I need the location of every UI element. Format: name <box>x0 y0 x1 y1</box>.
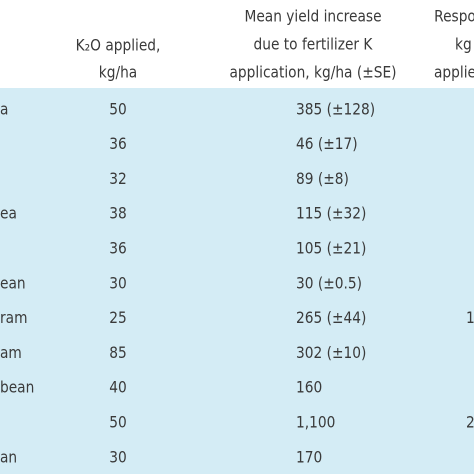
crop-cell: am <box>0 343 22 362</box>
header-text: Respo <box>434 6 474 25</box>
yield-cell: 115 (±32) <box>296 204 366 223</box>
crop-cell: ram <box>0 308 27 327</box>
header-text: application, kg/ha (±SE) <box>229 62 396 81</box>
yield-cell: 160 <box>296 378 322 397</box>
k2o-cell: 85 <box>109 343 126 362</box>
k2o-cell: 30 <box>109 273 126 292</box>
yield-cell: 170 <box>296 447 322 466</box>
header-background <box>0 0 474 88</box>
k2o-cell: 25 <box>109 308 126 327</box>
header-text: K₂O applied, <box>76 35 161 54</box>
yield-cell: 30 (±0.5) <box>296 273 362 292</box>
crop-cell: ea <box>0 204 17 223</box>
yield-cell: 105 (±21) <box>296 238 366 257</box>
crop-cell: a <box>0 99 8 118</box>
yield-cell: 385 (±128) <box>296 99 375 118</box>
header-text: kg <box>455 34 472 53</box>
k2o-cell: 36 <box>109 238 126 257</box>
yield-cell: 265 (±44) <box>296 308 366 327</box>
crop-cell: an <box>0 447 17 466</box>
k2o-cell: 30 <box>109 447 126 466</box>
k2o-cell: 36 <box>109 134 126 153</box>
k2o-cell: 32 <box>109 169 126 188</box>
header-text: Mean yield increase <box>244 6 381 25</box>
header-text: kg/ha <box>99 62 137 81</box>
header-text: due to fertilizer K <box>254 34 374 53</box>
response-cell: 2 <box>466 412 474 431</box>
k2o-cell: 50 <box>109 412 126 431</box>
k2o-cell: 38 <box>109 204 126 223</box>
yield-cell: 89 (±8) <box>296 169 349 188</box>
yield-cell: 46 (±17) <box>296 134 358 153</box>
yield-cell: 302 (±10) <box>296 343 366 362</box>
crop-cell: bean <box>0 378 34 397</box>
header-text: applie <box>434 62 474 81</box>
k2o-cell: 50 <box>109 99 126 118</box>
body-background <box>0 88 474 474</box>
crop-cell: ean <box>0 273 26 292</box>
response-cell: 1 <box>466 308 474 327</box>
yield-cell: 1,100 <box>296 412 335 431</box>
k2o-cell: 40 <box>109 378 126 397</box>
